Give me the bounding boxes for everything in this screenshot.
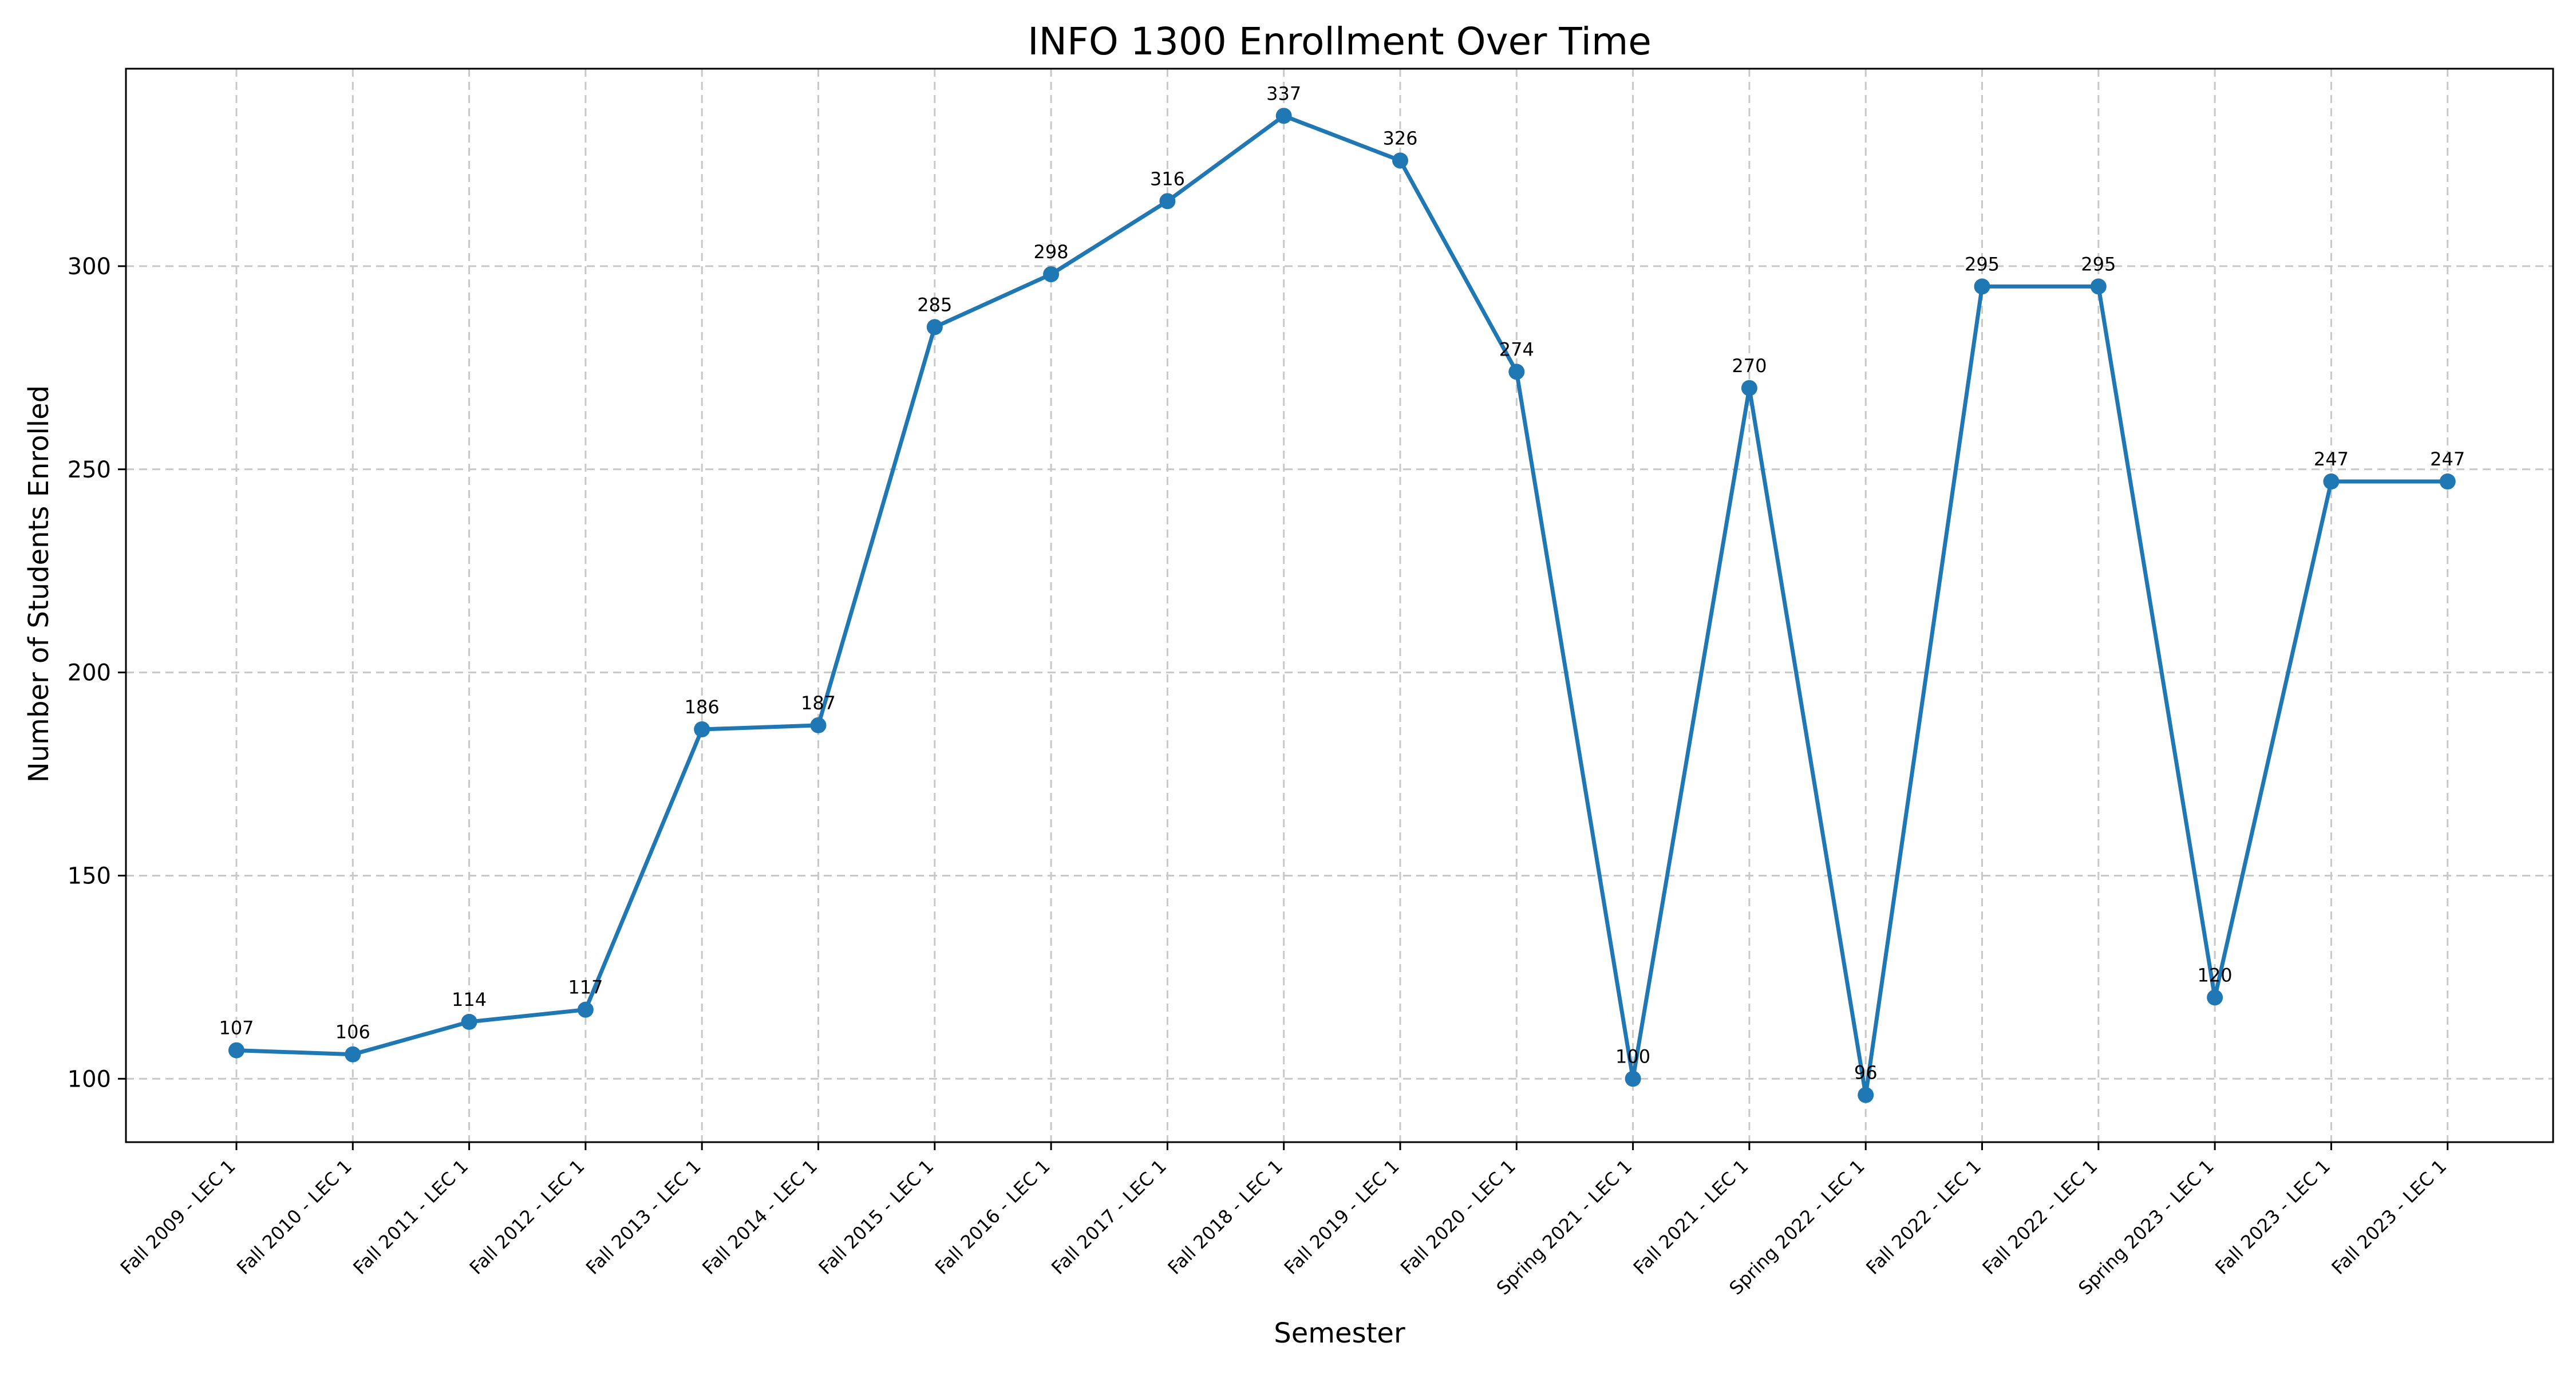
- x-tick-label: Fall 2017 - LEC 1: [1047, 1155, 1171, 1279]
- x-tick-label: Fall 2018 - LEC 1: [1163, 1155, 1287, 1279]
- x-tick-label: Fall 2009 - LEC 1: [116, 1155, 240, 1279]
- x-tick-label: Fall 2012 - LEC 1: [465, 1155, 589, 1279]
- data-point: [228, 1042, 244, 1059]
- data-label: 337: [1266, 82, 1301, 104]
- data-label: 187: [801, 692, 836, 714]
- data-point: [1508, 364, 1525, 380]
- data-label: 274: [1499, 338, 1534, 360]
- data-point: [1275, 108, 1292, 124]
- data-label: 107: [219, 1017, 254, 1039]
- data-label: 186: [685, 696, 720, 718]
- x-tick-label: Fall 2022 - LEC 1: [1862, 1155, 1985, 1279]
- series: [228, 108, 2456, 1103]
- data-point: [461, 1013, 477, 1030]
- data-point: [2439, 473, 2456, 490]
- data-label: 106: [335, 1021, 370, 1043]
- plot-frame: [125, 68, 2554, 1143]
- data-labels: 107 106 114 117 186 187 285 298 316 337 326 274 100 2…: [219, 82, 2465, 1083]
- x-tick-label: Spring 2022 - LEC 1: [1725, 1155, 1869, 1300]
- data-point: [694, 721, 710, 737]
- data-label: 247: [2430, 448, 2465, 470]
- data-point: [1159, 193, 1176, 210]
- data-point: [1974, 278, 1990, 295]
- x-axis-label: Semester: [1274, 1317, 1405, 1349]
- x-tick-label: Spring 2023 - LEC 1: [2074, 1155, 2218, 1300]
- y-tick-label: 100: [68, 1066, 111, 1092]
- x-tick-label: Spring 2021 - LEC 1: [1492, 1155, 1637, 1300]
- x-tick-label: Fall 2023 - LEC 1: [2211, 1155, 2334, 1279]
- data-label: 114: [452, 989, 487, 1010]
- data-point: [2207, 989, 2223, 1006]
- data-point: [810, 717, 827, 733]
- y-tick-label: 300: [68, 254, 111, 280]
- data-label: 100: [1615, 1045, 1650, 1067]
- x-tick-label: Fall 2011 - LEC 1: [349, 1155, 472, 1279]
- x-tick-label: Fall 2015 - LEC 1: [815, 1155, 938, 1279]
- y-tick-label: 200: [68, 660, 111, 686]
- data-label: 295: [2081, 253, 2116, 275]
- data-point: [1858, 1087, 1874, 1103]
- series-line: [236, 113, 2448, 1097]
- chart-title: INFO 1300 Enrollment Over Time: [1028, 19, 1652, 64]
- x-tick-label: Fall 2013 - LEC 1: [582, 1155, 705, 1279]
- y-axis-label: Number of Students Enrolled: [23, 385, 55, 783]
- data-point: [1392, 152, 1408, 169]
- x-tick-label: Fall 2014 - LEC 1: [698, 1155, 821, 1279]
- data-point: [2090, 278, 2107, 295]
- data-point: [345, 1046, 361, 1063]
- data-point: [1741, 380, 1757, 396]
- data-label: 120: [2198, 964, 2233, 986]
- x-tick-label: Fall 2021 - LEC 1: [1629, 1155, 1753, 1279]
- data-label: 298: [1034, 241, 1069, 263]
- data-label: 117: [568, 977, 603, 998]
- data-label: 326: [1382, 127, 1417, 149]
- data-point: [1625, 1071, 1641, 1087]
- x-tick-label: Fall 2010 - LEC 1: [232, 1155, 356, 1279]
- y-tick-label: 250: [68, 457, 111, 483]
- data-point: [2323, 473, 2340, 490]
- grid: [126, 69, 2553, 1142]
- data-label: 295: [1965, 253, 2000, 275]
- data-point: [926, 319, 943, 335]
- data-label: 270: [1732, 355, 1767, 377]
- x-tick-label: Fall 2023 - LEC 1: [2327, 1155, 2451, 1279]
- y-tick-label: 150: [68, 863, 111, 889]
- data-label: 96: [1854, 1062, 1878, 1084]
- x-tick-label: Fall 2020 - LEC 1: [1396, 1155, 1520, 1279]
- data-label: 285: [917, 294, 952, 315]
- x-tick-label: Fall 2022 - LEC 1: [1978, 1155, 2102, 1279]
- x-tick-label: Fall 2019 - LEC 1: [1280, 1155, 1404, 1279]
- data-point: [577, 1001, 594, 1018]
- data-point: [1043, 266, 1060, 283]
- x-tick-label: Fall 2016 - LEC 1: [931, 1155, 1054, 1279]
- data-label: 316: [1150, 168, 1185, 189]
- data-label: 247: [2314, 448, 2349, 470]
